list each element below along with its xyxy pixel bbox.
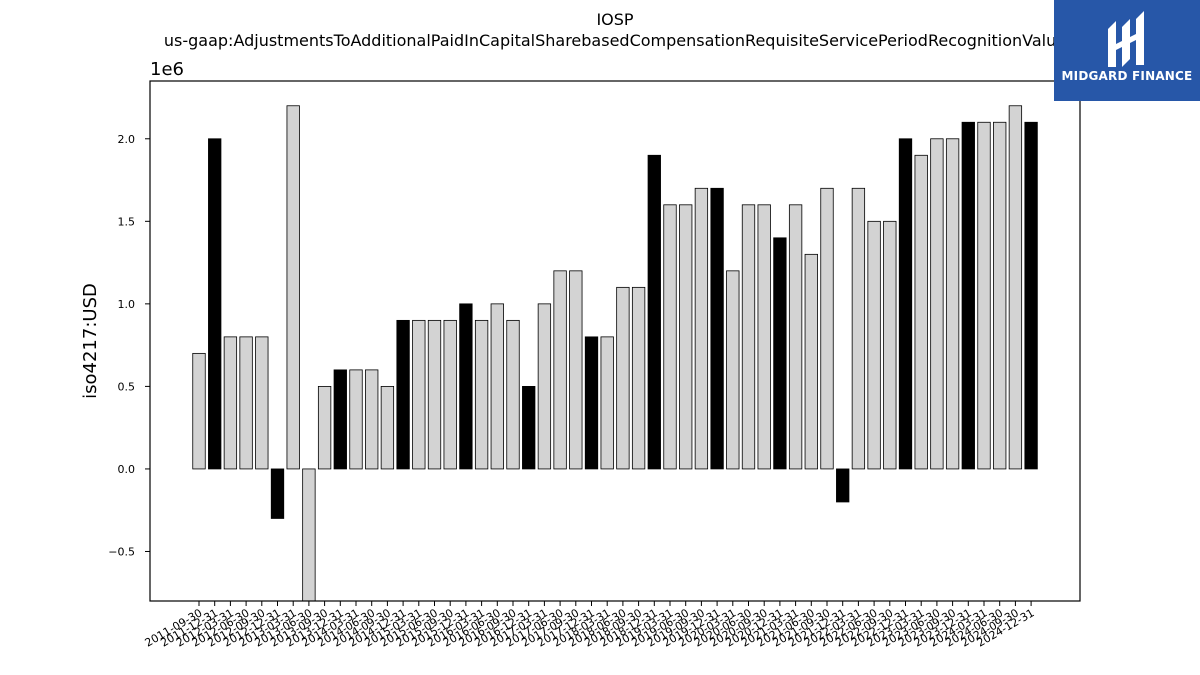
- bar-2019-12-31: [710, 187, 724, 470]
- bar-2012-03-31: [223, 336, 238, 470]
- bar-2018-09-30: [631, 286, 646, 470]
- bar-2012-09-30: [255, 336, 269, 470]
- plot-frame: [149, 80, 1081, 602]
- bar-2024-06-30: [993, 121, 1007, 470]
- bar-2011-12-31: [208, 138, 222, 470]
- bar-2014-09-30: [380, 385, 395, 470]
- chart-subtitle: us-gaap:AdjustmentsToAdditionalPaidInCap…: [164, 31, 1066, 50]
- bar-2017-06-30: [553, 270, 567, 470]
- bar-2017-12-31: [584, 336, 599, 470]
- bar-2023-09-30: [945, 138, 960, 470]
- bar-2011-09-30: [192, 352, 206, 470]
- bar-2018-12-31: [647, 154, 661, 470]
- bar-2012-12-31: [270, 468, 285, 519]
- bar-2020-06-30: [741, 204, 756, 470]
- bar-2015-09-30: [443, 319, 457, 470]
- bar-2013-06-30: [302, 468, 316, 602]
- y-axis: −0.5 0.0 0.5 1.0 1.5 2.0: [108, 133, 150, 558]
- bar-2024-03-31: [977, 121, 991, 470]
- bar-2017-09-30: [569, 270, 583, 470]
- bar-2014-06-30: [365, 369, 379, 470]
- y-tick-label: 0.5: [118, 380, 136, 393]
- bar-2019-06-30: [679, 204, 693, 470]
- bar-2013-12-31: [333, 369, 347, 470]
- y-tick-label: 0.0: [118, 463, 136, 476]
- bar-2015-03-31: [412, 319, 426, 470]
- y-tick-label: 1.5: [118, 215, 136, 228]
- y-tick-label: 1.0: [118, 298, 136, 311]
- bar-2024-09-30: [1008, 105, 1023, 470]
- bar-2020-03-31: [726, 270, 740, 470]
- bar-2017-03-31: [537, 303, 552, 470]
- bar-2016-09-30: [506, 319, 520, 470]
- bar-2020-09-30: [757, 204, 771, 470]
- bar-2020-12-31: [773, 237, 787, 470]
- y-axis-label: iso4217:USD: [80, 283, 101, 399]
- bar-2014-12-31: [396, 319, 410, 470]
- bar-2018-03-31: [600, 336, 614, 470]
- bar-2021-09-30: [820, 187, 834, 470]
- bar-2023-12-31: [961, 121, 975, 470]
- bar-2022-12-31: [898, 138, 913, 470]
- bar-2023-06-30: [930, 138, 944, 470]
- bar-2015-06-30: [427, 319, 442, 470]
- bar-2013-09-30: [317, 385, 332, 470]
- bar-2016-06-30: [490, 303, 504, 470]
- bar-2021-03-31: [788, 204, 803, 470]
- bar-2013-03-31: [286, 105, 300, 470]
- y-tick-label: 2.0: [118, 133, 136, 146]
- y-multiplier-label: 1e6: [150, 59, 184, 80]
- bar-2019-03-31: [663, 204, 677, 470]
- bar-2021-06-30: [804, 253, 818, 470]
- bar-2024-12-31: [1024, 121, 1038, 470]
- midgard-logo-icon: [1108, 11, 1144, 67]
- bar-2012-06-30: [239, 336, 253, 470]
- watermark-logo: MIDGARD FINANCE: [1054, 0, 1200, 101]
- y-tick-label: −0.5: [108, 545, 135, 558]
- chart-title: IOSP: [596, 10, 633, 29]
- bar-2016-12-31: [522, 385, 536, 470]
- bar-2023-03-31: [914, 154, 928, 470]
- bar-2014-03-31: [349, 369, 363, 470]
- bar-2022-03-31: [851, 187, 866, 470]
- bar-2016-03-31: [474, 319, 489, 470]
- bar-2018-06-30: [616, 286, 630, 470]
- x-axis: 2011-09-302011-12-312012-03-312012-06-30…: [143, 601, 1037, 650]
- bar-2022-06-30: [867, 220, 881, 470]
- bar-2019-09-30: [694, 187, 709, 470]
- bars-group: [192, 105, 1038, 602]
- bar-2022-09-30: [883, 220, 897, 470]
- bar-2021-12-31: [836, 468, 850, 503]
- bar-2015-12-31: [459, 303, 473, 470]
- watermark-text: MIDGARD FINANCE: [1061, 69, 1193, 83]
